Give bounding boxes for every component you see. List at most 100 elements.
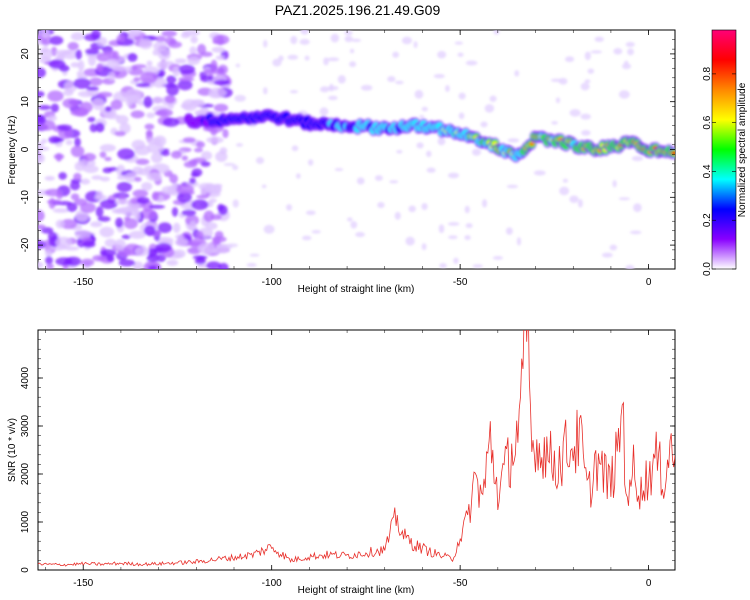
spectrogram-noise-blob [454,41,464,45]
snr-xtick-label: -50 [453,578,468,589]
spectrogram-xtick-label: -150 [73,277,93,288]
spectrogram-noise-blob [132,189,149,198]
spectrogram-noise-blob [217,203,225,212]
spectrogram-noise-blob [70,109,89,117]
spectrogram-xtick-label: -100 [262,277,282,288]
spectrogram-noise-blob [118,259,136,267]
spectrogram-noise-blob [146,142,164,154]
spectrogram-noise-blob [631,155,644,162]
spectrogram-noise-blob [38,224,46,230]
snr-ytick-label: 3000 [20,414,31,437]
spectrogram-noise-blob [213,79,230,86]
spectrogram-noise-blob [505,227,513,235]
spectrogram-noise-blob [65,139,73,146]
spectrogram-noise-blob [307,159,314,166]
spectrogram-noise-blob [484,104,495,113]
spectrogram-noise-blob [70,62,80,68]
spectrogram-noise-blob [329,83,334,92]
spectrogram-noise-blob [203,69,215,76]
spectrogram-ytick-label: -20 [20,237,31,252]
spectrogram-noise-blob [104,106,112,112]
spectrogram-noise-blob [351,38,362,43]
spectrogram-noise-blob [114,130,126,137]
spectrogram-noise-blob [226,243,239,248]
spectrogram-noise-blob [625,264,635,269]
snr-ytick-label: 0 [20,567,31,573]
spectrogram-noise-blob [196,256,205,262]
snr-frame [37,329,676,571]
chart-title: PAZ1.2025.196.21.49.G09 [274,2,441,18]
spectrogram-noise-blob [46,199,63,204]
spectrogram-noise-blob [167,41,182,49]
spectrogram-noise-blob [141,182,153,191]
spectrogram-noise-blob [334,168,344,172]
spectrogram-noise-blob [223,162,236,167]
spectrogram-noise-blob [196,231,204,239]
spectrogram-noise-blob [76,70,84,77]
spectrogram-noise-blob [48,59,66,69]
spectrogram-noise-blob [569,195,579,204]
spectrogram-noise-blob [99,226,115,238]
spectrogram-noise-blob [232,164,239,171]
spectrogram-noise-blob [176,192,192,203]
spectrogram-noise-blob [551,121,558,125]
spectrogram-noise-blob [481,199,488,208]
spectrogram-noise-blob [178,64,196,75]
snr-ytick-label: 2000 [20,462,31,485]
spectrogram-noise-blob [349,61,357,68]
spectrogram-noise-blob [38,67,46,78]
spectrogram-ridge-core [671,151,675,156]
snr-series-line [38,330,675,567]
spectrogram-noise-blob [52,208,70,213]
spectrogram-noise-blob [235,63,241,68]
spectrogram-noise-blob [263,87,268,95]
spectrogram-noise-blob [197,43,207,55]
spectrogram-noise-blob [38,146,50,152]
spectrogram-noise-blob [555,97,561,104]
spectrogram-noise-blob [206,261,222,269]
spectrogram-noise-blob [69,180,81,191]
spectrogram-noise-blob [447,172,460,179]
spectrogram-noise-blob [177,79,193,91]
spectrogram-noise-blob [594,36,604,42]
spectrogram-noise-blob [139,38,153,50]
spectrogram-noise-blob [246,263,257,268]
spectrogram-noise-blob [127,53,138,62]
spectrogram-noise-blob [38,114,47,125]
colorbar-tick-label: 0.2 [702,213,713,227]
spectrogram-noise-blob [506,184,519,189]
spectrogram-noise-blob [234,94,246,102]
spectrogram-noise-blob [193,147,203,153]
spectrogram-noise-blob [180,103,193,109]
spectrogram-noise-blob [104,113,120,120]
spectrogram-noise-blob [618,90,630,99]
spectrogram-noise-blob [181,155,189,161]
spectrogram-noise-blob [480,121,488,128]
spectrogram-noise-blob [558,77,568,85]
spectrogram-noise-blob [249,253,260,257]
spectrogram-noise-blob [516,237,522,246]
spectrogram-noise-blob [493,30,500,35]
spectrogram-noise-blob [38,261,44,269]
spectrogram-noise-blob [146,60,153,67]
spectrogram-noise-blob [562,178,569,183]
spectrogram-noise-blob [203,210,215,223]
spectrogram-noise-blob [394,211,401,220]
spectrogram-noise-blob [55,153,63,162]
spectrogram-noise-blob [44,188,63,197]
spectrogram-noise-blob [89,123,98,133]
spectrogram-noise-blob [47,115,58,122]
spectrogram-noise-blob [134,145,151,156]
spectrogram-noise-blob [106,254,114,262]
snr-ytick-label: 4000 [20,366,31,389]
spectrogram-noise-blob [70,32,85,41]
spectrogram-noise-blob [86,86,99,91]
spectrogram-noise-blob [63,89,74,97]
spectrogram-noise-blob [164,94,176,104]
spectrogram-noise-blob [197,242,216,255]
spectrogram-noise-blob [104,156,112,162]
spectrogram-noise-blob [47,90,64,102]
spectrogram-noise-blob [304,55,310,61]
spectrogram-noise-blob [83,165,99,174]
